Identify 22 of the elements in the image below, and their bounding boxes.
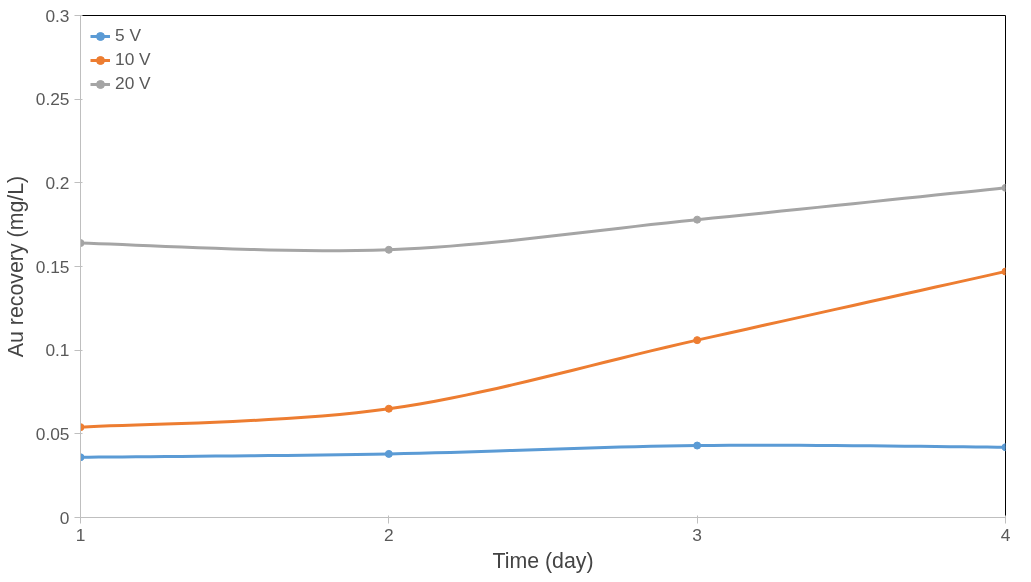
point bbox=[384, 449, 393, 458]
x-tick-label: 3 bbox=[692, 524, 702, 545]
point bbox=[693, 336, 702, 345]
y-tick-label: 0.15 bbox=[35, 256, 70, 277]
y-tick-label: 0.2 bbox=[45, 172, 70, 193]
legend-label: 5 V bbox=[115, 25, 142, 46]
x-axis-title: Time (day) bbox=[492, 548, 594, 573]
y-axis-title: Au recovery (mg/L) bbox=[3, 175, 28, 358]
y-tick-label: 0.05 bbox=[35, 423, 70, 444]
point bbox=[693, 215, 702, 224]
x-tick-label: 1 bbox=[75, 524, 86, 545]
point bbox=[384, 404, 393, 413]
y-tick-label: 0 bbox=[59, 507, 70, 528]
y-tick-label: 0.25 bbox=[35, 89, 70, 110]
point bbox=[384, 245, 393, 254]
x-tick-label: 4 bbox=[1000, 524, 1011, 545]
x-tick-label: 2 bbox=[384, 524, 394, 545]
y-tick-label: 0.3 bbox=[45, 5, 70, 26]
point bbox=[693, 441, 702, 450]
legend-label: 20 V bbox=[115, 73, 151, 94]
y-tick-label: 0.1 bbox=[45, 340, 70, 361]
legend-label: 10 V bbox=[115, 49, 151, 70]
